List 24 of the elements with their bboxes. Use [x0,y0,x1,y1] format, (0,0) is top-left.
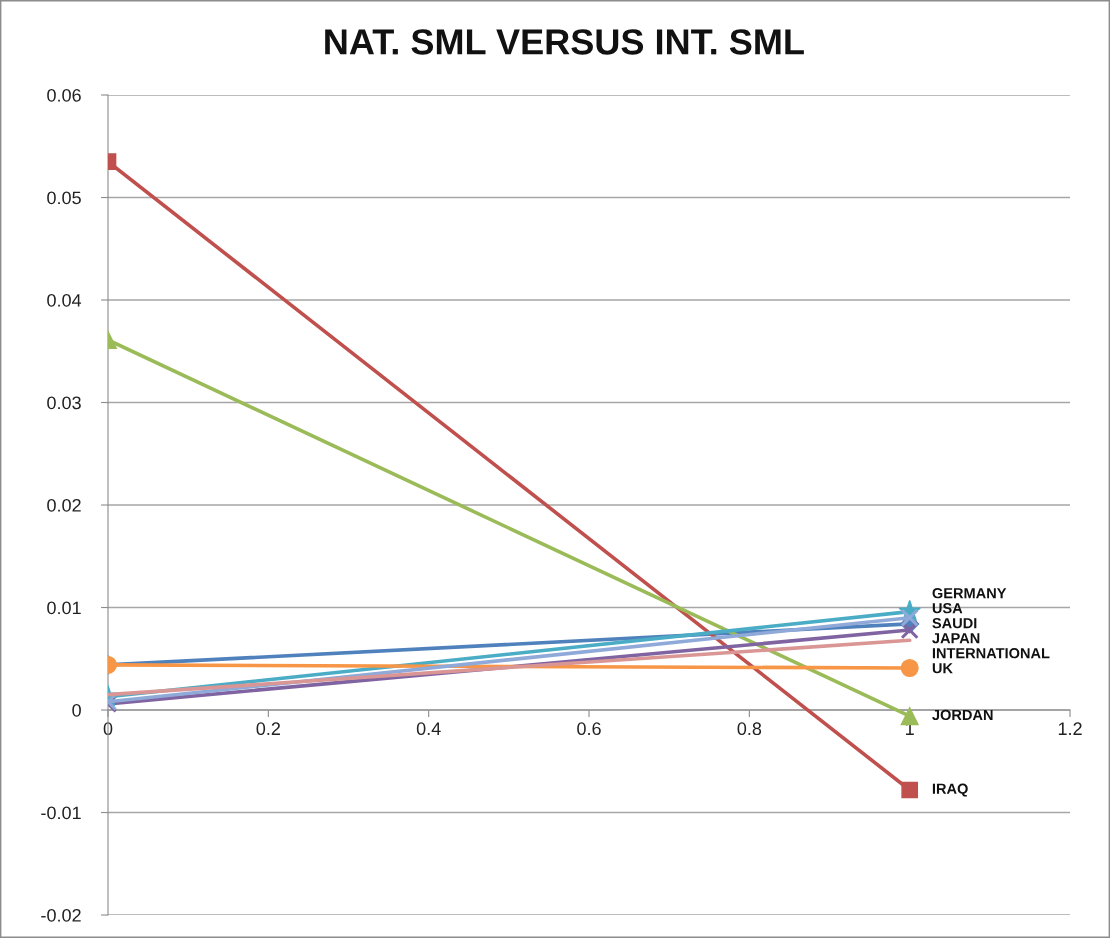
series-label: IRAQ [932,783,968,797]
series-label: USA [932,603,963,614]
y-tick-label: 0.03 [47,396,81,410]
y-tick-label: 0.06 [47,88,81,102]
y-tick-label: 0 [72,703,81,717]
y-tick-label: -0.01 [41,806,81,820]
y-tick-label: 0.05 [47,191,81,205]
x-tick-label: 0.8 [737,722,762,736]
y-tick-label: -0.02 [41,908,81,922]
x-tick-label: 0.2 [256,722,280,736]
series-label: JAPAN [932,633,980,644]
chart-title: NAT. SML VERSUS INT. SML [325,29,804,55]
x-tick-label: 1.2 [1058,722,1082,735]
series-label: INTERNATIONAL [932,648,1050,659]
x-tick-label: 0.6 [577,722,601,736]
series-label: UK [932,663,953,674]
y-tick-label: 0.04 [47,293,82,307]
y-tick-label: 0.02 [47,498,81,512]
x-tick-label: 0.4 [416,722,441,736]
series-label: JORDAN [932,709,993,721]
series-label: SAUDI [932,618,977,629]
series-label: GERMANY [932,588,1007,599]
x-tick-label: 0 [103,722,113,736]
y-tick-label: 0.01 [47,601,81,615]
